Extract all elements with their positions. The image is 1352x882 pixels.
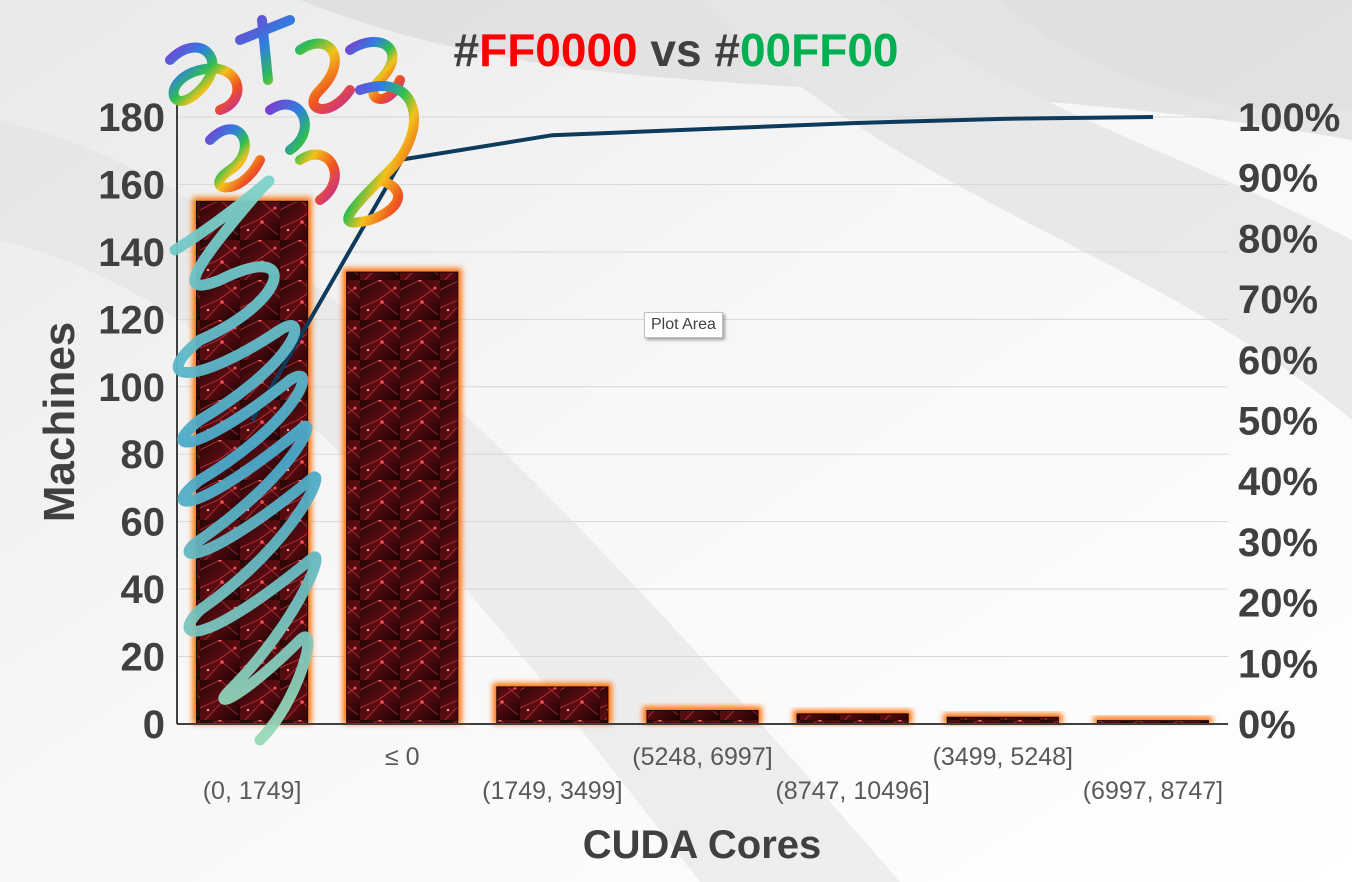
chart-title: #FF0000 vs #00FF00	[454, 24, 899, 76]
x-tick-label: (6997, 8747]	[1083, 777, 1223, 805]
y-axis-title: Machines	[35, 322, 84, 523]
bar[interactable]	[646, 710, 759, 725]
axes	[176, 97, 1228, 725]
y-tick-label: 20	[121, 636, 166, 680]
decorative-scribble-cyan	[169, 175, 322, 746]
y2-axis-ticks: 0% 10% 20% 30% 40% 50% 60% 70% 80% 90% 100%	[1238, 96, 1340, 747]
y2-tick-label: 40%	[1238, 460, 1318, 504]
x-tick-label: (8747, 10496]	[775, 777, 929, 805]
title-red: FF0000	[479, 24, 638, 76]
y-tick-label: 60	[121, 501, 166, 545]
y-tick-label: 40	[121, 568, 166, 612]
y2-tick-label: 90%	[1238, 157, 1318, 201]
x-tick-label: (3499, 5248]	[933, 743, 1073, 771]
y2-tick-label: 10%	[1238, 642, 1318, 686]
y-tick-label: 80	[121, 433, 166, 477]
plot-area-tooltip: Plot Area	[644, 312, 723, 338]
y2-tick-label: 50%	[1238, 400, 1318, 444]
title-vs: vs #	[638, 24, 740, 76]
y2-tick-label: 60%	[1238, 339, 1318, 383]
y-axis-ticks: 0 20 40 60 80 100 120 140 160 180	[98, 96, 165, 747]
y-tick-label: 120	[98, 298, 165, 342]
y-tick-label: 160	[98, 163, 165, 207]
y2-tick-label: 70%	[1238, 278, 1318, 322]
x-tick-label: ≤ 0	[385, 743, 420, 771]
y-tick-label: 140	[98, 231, 165, 275]
title-hash-1: #	[454, 24, 480, 76]
y2-tick-label: 80%	[1238, 217, 1318, 261]
bar[interactable]	[796, 713, 909, 725]
y-tick-label: 100	[98, 366, 165, 410]
y2-tick-label: 100%	[1238, 96, 1340, 140]
x-tick-label: (1749, 3499]	[482, 777, 622, 805]
bar[interactable]	[346, 271, 459, 725]
bar[interactable]	[946, 716, 1059, 725]
y-tick-label: 0	[143, 703, 165, 747]
x-tick-label: (0, 1749]	[203, 777, 302, 805]
y2-tick-label: 0%	[1238, 703, 1296, 747]
x-axis-title: CUDA Cores	[583, 823, 822, 867]
decorative-scribble-rainbow	[165, 15, 419, 228]
x-axis-ticks: (0, 1749] ≤ 0 (1749, 3499] (5248, 6997](874…	[203, 743, 1223, 805]
y2-tick-label: 20%	[1238, 582, 1318, 626]
title-green: 00FF00	[740, 24, 899, 76]
x-tick-label: (5248, 6997]	[632, 743, 772, 771]
y-tick-label: 180	[98, 96, 165, 140]
y2-tick-label: 30%	[1238, 521, 1318, 565]
bar[interactable]	[496, 686, 609, 725]
